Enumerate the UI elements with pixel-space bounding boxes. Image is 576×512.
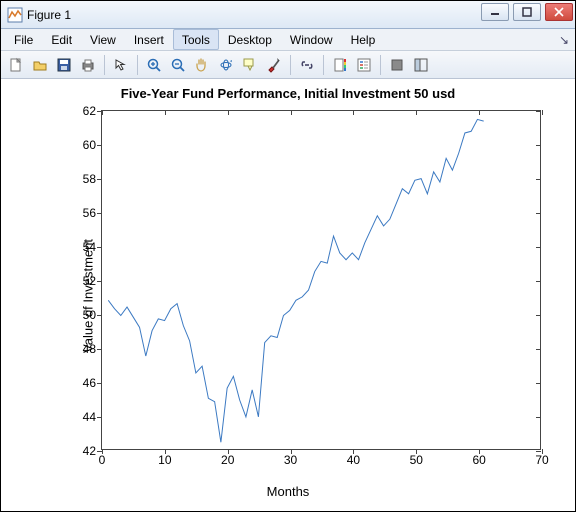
legend-icon[interactable]	[353, 54, 375, 76]
pan-icon[interactable]	[191, 54, 213, 76]
line-series	[102, 111, 540, 449]
zoom-out-icon[interactable]	[167, 54, 189, 76]
x-tick-label: 50	[410, 453, 423, 467]
chart-title: Five-Year Fund Performance, Initial Inve…	[1, 86, 575, 101]
y-tick-label: 60	[83, 138, 96, 152]
menu-view[interactable]: View	[81, 29, 125, 50]
menu-desktop[interactable]: Desktop	[219, 29, 281, 50]
maximize-button[interactable]	[513, 3, 541, 21]
new-icon[interactable]	[5, 54, 27, 76]
chart-axes: 4244464850525456586062010203040506070	[101, 110, 541, 450]
dock-toggle[interactable]: ↘	[559, 29, 569, 51]
x-tick-label: 30	[284, 453, 297, 467]
y-tick-label: 48	[83, 342, 96, 356]
y-tick-label: 62	[83, 104, 96, 118]
dock-icon[interactable]	[410, 54, 432, 76]
print-icon[interactable]	[77, 54, 99, 76]
menubar: FileEditViewInsertToolsDesktopWindowHelp…	[1, 29, 575, 51]
menu-window[interactable]: Window	[281, 29, 342, 50]
save-icon[interactable]	[53, 54, 75, 76]
toolbar-separator	[290, 55, 291, 75]
x-axis-label: Months	[1, 484, 575, 499]
link-icon[interactable]	[296, 54, 318, 76]
y-tick-label: 58	[83, 172, 96, 186]
hide-icon[interactable]	[386, 54, 408, 76]
colorbar-icon[interactable]	[329, 54, 351, 76]
y-axis-label: Value of Investment	[80, 239, 95, 353]
datatip-icon[interactable]	[239, 54, 261, 76]
toolbar-separator	[323, 55, 324, 75]
close-button[interactable]	[545, 3, 573, 21]
brush-icon[interactable]	[263, 54, 285, 76]
x-tick-label: 20	[221, 453, 234, 467]
toolbar	[1, 51, 575, 79]
zoom-in-icon[interactable]	[143, 54, 165, 76]
toolbar-separator	[380, 55, 381, 75]
y-tick-label: 44	[83, 410, 96, 424]
rotate3d-icon[interactable]	[215, 54, 237, 76]
x-tick-label: 0	[99, 453, 106, 467]
y-tick-label: 56	[83, 206, 96, 220]
y-tick-label: 54	[83, 240, 96, 254]
menu-tools[interactable]: Tools	[173, 29, 219, 50]
x-tick-label: 40	[347, 453, 360, 467]
menu-edit[interactable]: Edit	[42, 29, 81, 50]
x-tick-label: 70	[535, 453, 548, 467]
window-title: Figure 1	[27, 8, 71, 22]
y-tick-label: 42	[83, 444, 96, 458]
app-icon	[7, 7, 23, 23]
x-tick-label: 10	[158, 453, 171, 467]
menu-insert[interactable]: Insert	[125, 29, 173, 50]
toolbar-separator	[137, 55, 138, 75]
arrow-icon[interactable]	[110, 54, 132, 76]
toolbar-separator	[104, 55, 105, 75]
menu-help[interactable]: Help	[342, 29, 385, 50]
menu-file[interactable]: File	[5, 29, 42, 50]
x-tick-label: 60	[472, 453, 485, 467]
plot-area: Five-Year Fund Performance, Initial Inve…	[1, 80, 575, 511]
minimize-button[interactable]	[481, 3, 509, 21]
y-tick-label: 50	[83, 308, 96, 322]
titlebar: Figure 1	[1, 1, 575, 29]
y-tick-label: 46	[83, 376, 96, 390]
open-icon[interactable]	[29, 54, 51, 76]
y-tick-label: 52	[83, 274, 96, 288]
